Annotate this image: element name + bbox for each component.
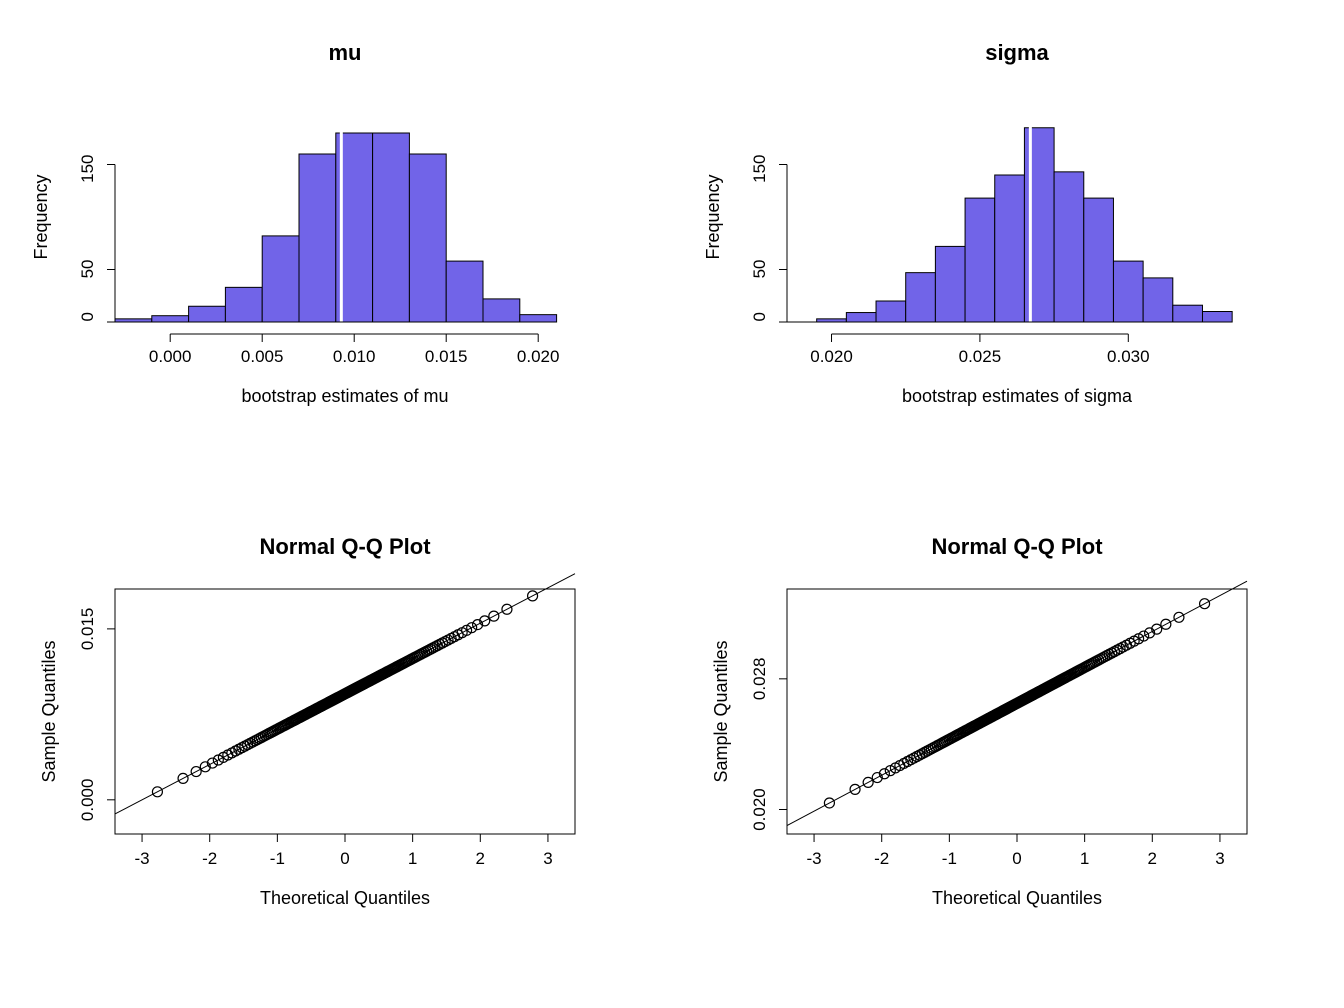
hist-bar <box>520 315 557 322</box>
x-tick-label: 3 <box>543 849 552 868</box>
x-tick-label: 0.010 <box>333 347 376 366</box>
y-tick-label: 0.015 <box>78 608 97 651</box>
hist-bar <box>299 154 336 322</box>
x-tick-label: 1 <box>408 849 417 868</box>
x-tick-label: 2 <box>1148 849 1157 868</box>
panel-qq-mu: Normal Q-Q Plot -3 -2 -1 0 1 2 3 0.000 0.015 Theor… <box>0 504 672 1008</box>
hist-bar <box>1143 278 1173 322</box>
panel-hist-sigma: sigma 0.020 0.025 0.030 0 50 150 bootstrap esti… <box>672 0 1344 504</box>
x-tick-label: 0.020 <box>517 347 560 366</box>
qq-sigma-svg: Normal Q-Q Plot -3 -2 -1 0 1 2 3 0.020 0.028 Theor… <box>672 504 1344 1008</box>
hist-bar <box>965 198 995 322</box>
x-tick-label: 3 <box>1215 849 1224 868</box>
hist-bar <box>152 316 189 322</box>
y-axis-label: Frequency <box>703 174 723 259</box>
x-tick-label: -3 <box>134 849 149 868</box>
x-tick-label: 0.000 <box>149 347 192 366</box>
x-tick-label: -2 <box>202 849 217 868</box>
y-tick-label: 0.000 <box>78 779 97 822</box>
x-axis-label: Theoretical Quantiles <box>932 888 1102 908</box>
x-tick-label: 1 <box>1080 849 1089 868</box>
x-tick-label: 2 <box>476 849 485 868</box>
x-tick-label: -1 <box>270 849 285 868</box>
panel-qq-sigma: Normal Q-Q Plot -3 -2 -1 0 1 2 3 0.020 0.028 Theor… <box>672 504 1344 1008</box>
x-axis-label: Theoretical Quantiles <box>260 888 430 908</box>
x-tick-label: -2 <box>874 849 889 868</box>
y-tick-label: 50 <box>78 260 97 279</box>
panel-hist-mu: mu 0.000 0.005 0.010 0.015 0.020 0 50 150 bootstr… <box>0 0 672 504</box>
x-tick-label: 0 <box>1012 849 1021 868</box>
hist-bar <box>409 154 446 322</box>
x-tick-label: -3 <box>806 849 821 868</box>
chart-title: Normal Q-Q Plot <box>931 534 1103 559</box>
hist-mu-svg: mu 0.000 0.005 0.010 0.015 0.020 0 50 150 bootstr… <box>0 0 672 504</box>
y-tick-label: 0.020 <box>750 788 769 831</box>
y-tick-label: 0 <box>78 312 97 321</box>
chart-title: sigma <box>985 40 1049 65</box>
y-tick-label: 0 <box>750 312 769 321</box>
x-tick-label: -1 <box>942 849 957 868</box>
y-tick-label: 0.028 <box>750 658 769 701</box>
qq-mu-svg: Normal Q-Q Plot -3 -2 -1 0 1 2 3 0.000 0.015 Theor… <box>0 504 672 1008</box>
x-axis-label: bootstrap estimates of sigma <box>902 386 1133 406</box>
hist-bar <box>483 299 520 322</box>
x-tick-label: 0.025 <box>959 347 1002 366</box>
x-axis-label: bootstrap estimates of mu <box>241 386 448 406</box>
hist-bar <box>225 287 262 322</box>
x-tick-label: 0.020 <box>810 347 853 366</box>
x-tick-label: 0.030 <box>1107 347 1150 366</box>
y-tick-label: 50 <box>750 260 769 279</box>
y-tick-label: 150 <box>78 155 97 183</box>
hist-bar <box>876 301 906 322</box>
plot-frame <box>115 589 575 834</box>
y-axis-label: Sample Quantiles <box>711 640 731 782</box>
chart-title: mu <box>329 40 362 65</box>
hist-bar <box>906 273 936 322</box>
hist-bar <box>189 306 226 322</box>
chart-title: Normal Q-Q Plot <box>259 534 431 559</box>
hist-bar <box>373 133 410 322</box>
y-axis-label: Frequency <box>31 174 51 259</box>
y-axis-label: Sample Quantiles <box>39 640 59 782</box>
hist-sigma-svg: sigma 0.020 0.025 0.030 0 50 150 bootstrap esti… <box>672 0 1344 504</box>
hist-bar <box>1113 261 1143 322</box>
y-tick-label: 150 <box>750 155 769 183</box>
hist-bar <box>995 175 1025 322</box>
hist-bar <box>446 261 483 322</box>
hist-bar <box>1173 305 1203 322</box>
plot-frame <box>787 589 1247 834</box>
x-tick-label: 0.015 <box>425 347 468 366</box>
hist-bar <box>1084 198 1114 322</box>
chart-grid: mu0.0000.0050.0100.0150.020050150bootstr… <box>0 0 1344 1008</box>
x-tick-label: 0 <box>340 849 349 868</box>
hist-bar <box>935 246 965 322</box>
hist-bar <box>1054 172 1084 322</box>
x-tick-label: 0.005 <box>241 347 284 366</box>
hist-bar <box>846 313 876 322</box>
hist-bar <box>1202 312 1232 323</box>
hist-bar <box>262 236 299 322</box>
